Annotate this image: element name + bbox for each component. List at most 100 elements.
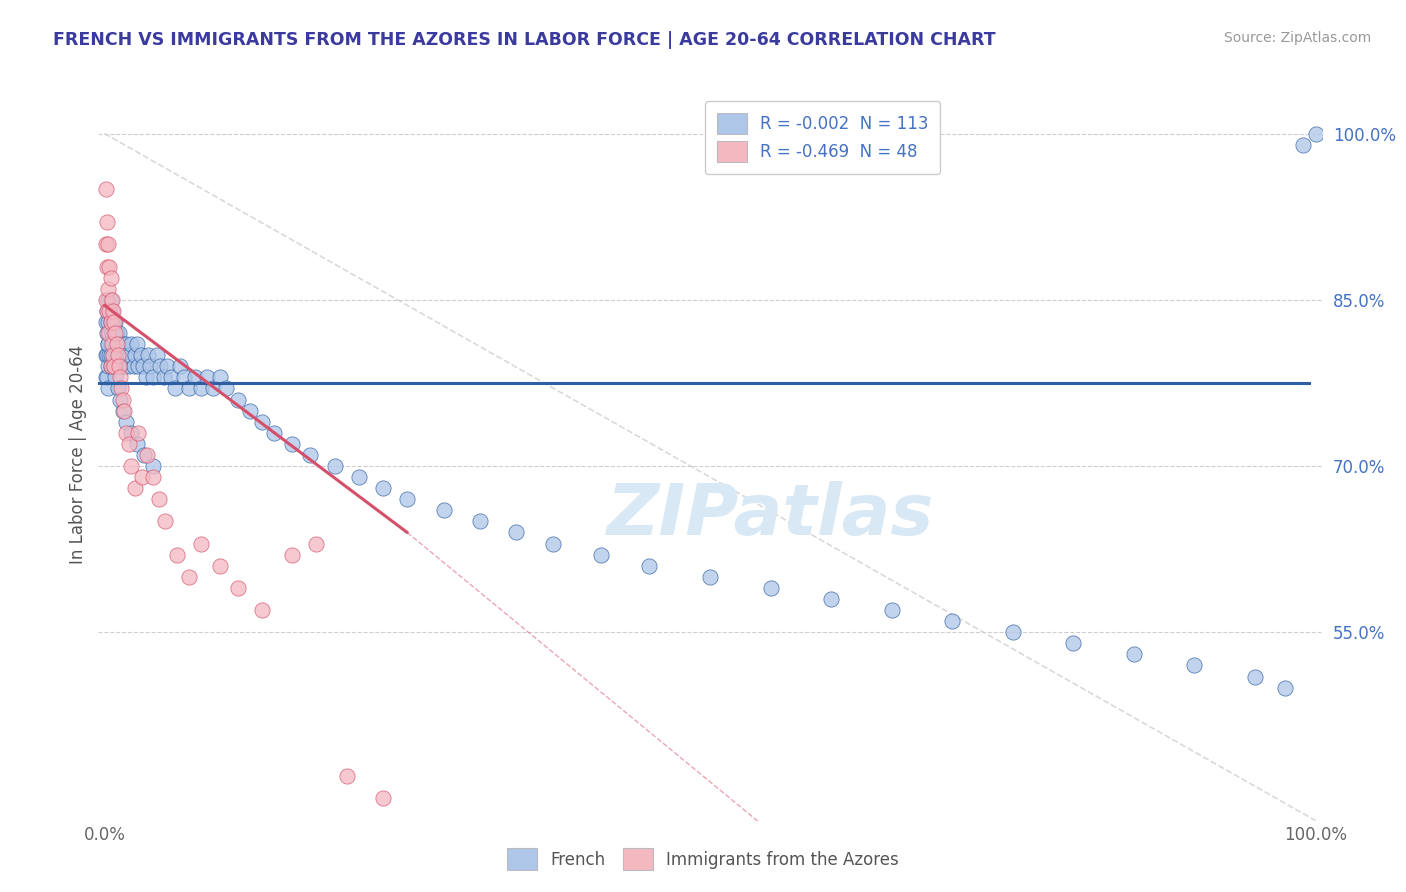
Point [96, 370, 118, 384]
Point [127, 425, 149, 440]
Point [96, 326, 118, 340]
Point [97, 237, 120, 252]
Point [226, 581, 249, 595]
Point [142, 370, 165, 384]
Point [107, 337, 129, 351]
Point [105, 348, 128, 362]
Point [97, 282, 120, 296]
Point [1292, 137, 1315, 152]
Text: FRENCH VS IMMIGRANTS FROM THE AZORES IN LABOR FORCE | AGE 20-64 CORRELATION CHAR: FRENCH VS IMMIGRANTS FROM THE AZORES IN … [53, 31, 995, 49]
Point [105, 326, 128, 340]
Point [153, 370, 176, 384]
Point [100, 303, 122, 318]
Point [1184, 658, 1206, 673]
Point [101, 315, 124, 329]
Point [1305, 127, 1327, 141]
Point [97, 337, 120, 351]
Point [124, 481, 146, 495]
Point [1244, 669, 1267, 683]
Point [127, 437, 149, 451]
Point [820, 592, 842, 607]
Point [97, 315, 120, 329]
Point [107, 359, 129, 374]
Point [226, 392, 249, 407]
Point [100, 337, 122, 351]
Point [129, 348, 152, 362]
Point [184, 370, 207, 384]
Point [96, 215, 118, 229]
Point [134, 448, 156, 462]
Point [941, 614, 963, 628]
Point [100, 315, 122, 329]
Point [104, 337, 127, 351]
Point [169, 359, 191, 374]
Point [250, 415, 273, 429]
Point [118, 348, 141, 362]
Point [142, 470, 165, 484]
Point [371, 481, 394, 495]
Point [94, 293, 117, 307]
Point [100, 293, 122, 307]
Point [108, 326, 131, 340]
Point [208, 558, 231, 573]
Point [96, 303, 118, 318]
Point [1062, 636, 1084, 650]
Point [104, 326, 127, 340]
Point [110, 370, 132, 384]
Point [100, 337, 122, 351]
Point [100, 359, 122, 374]
Point [202, 381, 225, 395]
Point [135, 448, 157, 462]
Point [336, 769, 359, 783]
Point [103, 315, 125, 329]
Point [160, 370, 183, 384]
Text: ZIPatlas: ZIPatlas [607, 482, 934, 550]
Point [305, 536, 328, 550]
Point [699, 570, 721, 584]
Point [127, 337, 149, 351]
Point [190, 536, 212, 550]
Point [299, 448, 322, 462]
Point [104, 315, 127, 329]
Point [103, 359, 125, 374]
Point [371, 791, 394, 805]
Point [136, 348, 159, 362]
Point [98, 348, 121, 362]
Point [100, 270, 122, 285]
Point [111, 403, 134, 417]
Point [108, 359, 131, 374]
Point [132, 359, 155, 374]
Point [115, 425, 138, 440]
Point [110, 348, 132, 362]
Point [124, 348, 146, 362]
Point [96, 303, 118, 318]
Point [98, 326, 121, 340]
Point [97, 359, 120, 374]
Point [120, 458, 142, 473]
Point [208, 370, 231, 384]
Y-axis label: In Labor Force | Age 20-64: In Labor Force | Age 20-64 [69, 345, 87, 565]
Point [101, 359, 124, 374]
Point [115, 337, 138, 351]
Point [96, 348, 118, 362]
Point [179, 381, 201, 395]
Point [94, 315, 117, 329]
Point [100, 293, 122, 307]
Point [153, 515, 176, 529]
Point [250, 603, 273, 617]
Point [110, 359, 132, 374]
Point [149, 359, 172, 374]
Point [103, 348, 125, 362]
Point [190, 381, 212, 395]
Point [101, 303, 124, 318]
Point [115, 415, 138, 429]
Point [148, 492, 170, 507]
Point [100, 315, 122, 329]
Point [98, 303, 121, 318]
Point [156, 359, 179, 374]
Point [97, 326, 120, 340]
Point [105, 337, 128, 351]
Point [110, 381, 132, 395]
Point [541, 536, 564, 550]
Point [97, 293, 120, 307]
